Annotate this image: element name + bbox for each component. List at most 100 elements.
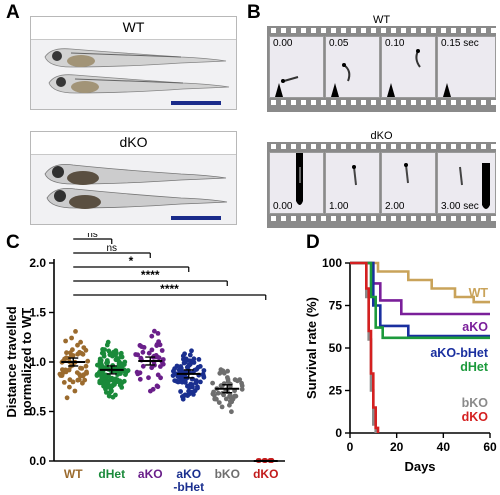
- wt-frame-2-time: 0.05: [329, 38, 349, 49]
- dko-image-label: dKO: [119, 134, 148, 150]
- film-hole: [441, 216, 446, 221]
- data-point: [103, 390, 109, 395]
- data-point: [183, 380, 188, 385]
- data-point: [81, 372, 87, 378]
- data-point: [101, 351, 107, 357]
- film-hole: [431, 28, 436, 33]
- dko-frame-3-time: 2.00: [385, 201, 405, 212]
- series-label-ako: aKO: [462, 320, 488, 334]
- film-hole: [361, 100, 366, 105]
- data-point: [106, 393, 112, 399]
- y-tick-label: 0: [335, 426, 342, 440]
- significance-label: *: [129, 254, 134, 268]
- film-hole: [361, 28, 366, 33]
- data-point: [193, 378, 199, 383]
- film-hole: [431, 144, 436, 149]
- data-point: [106, 348, 112, 354]
- data-point: [187, 352, 193, 358]
- film-hole: [341, 144, 346, 149]
- film-hole: [341, 28, 346, 33]
- y-tick-label: 1.5: [29, 306, 46, 320]
- film-hole: [331, 28, 336, 33]
- film-hole: [271, 144, 276, 149]
- film-hole: [291, 144, 296, 149]
- film-hole: [361, 144, 366, 149]
- data-point: [149, 365, 155, 371]
- data-point: [117, 382, 123, 388]
- panel-label-a: A: [6, 2, 20, 23]
- y-axis-label: Distance travelled: [4, 306, 19, 417]
- data-point: [225, 368, 231, 374]
- data-point: [78, 365, 83, 371]
- dko-film-title: dKO: [267, 130, 496, 142]
- film-hole: [291, 28, 296, 33]
- x-tick-label: 20: [390, 440, 404, 454]
- film-hole: [491, 144, 496, 149]
- data-point: [118, 352, 124, 357]
- data-point: [99, 374, 104, 380]
- data-point: [180, 353, 186, 359]
- film-hole: [271, 100, 276, 105]
- data-point: [195, 364, 201, 370]
- significance-label: ns: [87, 233, 98, 240]
- film-hole: [271, 216, 276, 221]
- dko-film-holes: [271, 144, 496, 221]
- category-label: -bHet: [173, 480, 204, 494]
- category-label: aKO: [138, 467, 163, 481]
- film-hole: [331, 100, 336, 105]
- data-point: [229, 409, 234, 415]
- panel-label-c: C: [6, 232, 20, 253]
- y-tick-label: 0.0: [29, 454, 46, 468]
- series-label-dko: dKO: [462, 410, 489, 424]
- film-hole: [481, 144, 486, 149]
- y-axis-label: normalized to WT: [19, 308, 34, 416]
- dko-frame-2-time: 1.00: [329, 201, 349, 212]
- data-point: [183, 359, 189, 365]
- film-hole: [381, 216, 386, 221]
- wt-filmstrip: WT 0.00 0.05 0.10 0.15 sec: [267, 14, 496, 112]
- data-point: [122, 359, 128, 365]
- data-point: [155, 372, 161, 378]
- data-point: [103, 372, 108, 378]
- data-point: [150, 386, 156, 392]
- film-hole: [371, 28, 376, 33]
- category-label: bKO: [215, 467, 240, 481]
- wt-frame-3-time: 0.10: [385, 38, 405, 49]
- film-hole: [421, 28, 426, 33]
- data-point: [179, 375, 185, 381]
- wt-frame-4: 0.15 sec: [437, 36, 496, 98]
- film-hole: [431, 216, 436, 221]
- data-point: [105, 384, 111, 390]
- data-point: [100, 347, 105, 352]
- film-hole: [341, 216, 346, 221]
- wt-frame-1: 0.00: [269, 36, 324, 98]
- survival-line-dko: [350, 261, 380, 433]
- film-hole: [441, 28, 446, 33]
- data-point: [221, 392, 227, 398]
- y-tick-label: 1.0: [29, 355, 46, 369]
- data-point: [195, 385, 200, 391]
- data-point: [198, 379, 203, 385]
- wt-larvae-image: WT: [30, 16, 237, 110]
- series-label-ako-bhet: aKO-bHet: [430, 346, 488, 360]
- film-hole: [301, 216, 306, 221]
- film-hole: [281, 216, 286, 221]
- data-point: [156, 355, 162, 361]
- film-hole: [481, 100, 486, 105]
- film-hole: [491, 100, 496, 105]
- data-point: [104, 360, 109, 366]
- data-point: [112, 382, 117, 387]
- film-hole: [421, 144, 426, 149]
- film-hole: [471, 216, 476, 221]
- film-hole: [491, 28, 496, 33]
- data-point: [219, 404, 225, 410]
- data-point: [70, 379, 76, 385]
- data-point: [146, 375, 151, 381]
- significance-label: ****: [160, 282, 179, 296]
- film-hole: [341, 100, 346, 105]
- film-hole: [391, 144, 396, 149]
- data-point: [223, 396, 229, 402]
- film-hole: [371, 100, 376, 105]
- survival-curve-chart: 0 25 50 75 100 0 20 40 60 Days Survival rate (%) WT…: [304, 256, 497, 474]
- y-tick-label: 100: [322, 256, 342, 270]
